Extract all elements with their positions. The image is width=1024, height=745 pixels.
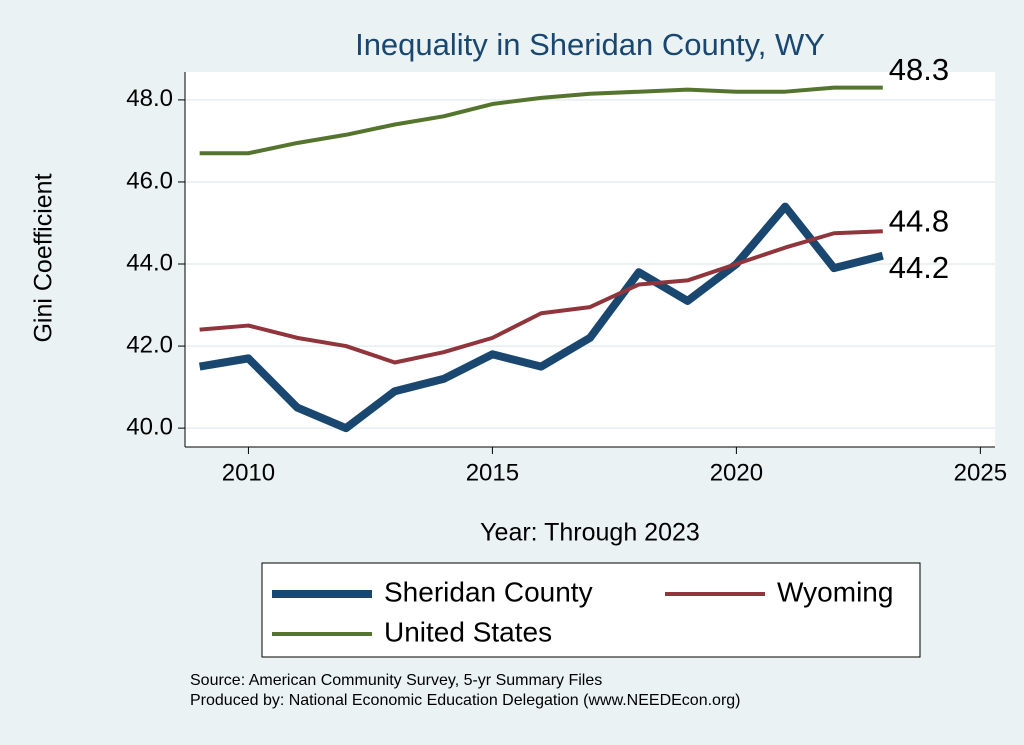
x-tick-label: 2015 bbox=[466, 459, 519, 486]
x-tick-label: 2025 bbox=[954, 459, 1007, 486]
series-line bbox=[198, 202, 884, 433]
series-line bbox=[199, 85, 883, 156]
series-line bbox=[199, 229, 883, 365]
y-axis-label: Gini Coefficient bbox=[30, 173, 58, 342]
y-tick-label: 44.0 bbox=[126, 249, 173, 276]
legend-label: Wyoming bbox=[777, 576, 893, 607]
y-tick-label: 46.0 bbox=[126, 167, 173, 194]
x-axis-label: Year: Through 2023 bbox=[480, 519, 700, 547]
end-label: 48.3 bbox=[889, 52, 949, 87]
end-label: 44.2 bbox=[889, 250, 949, 285]
y-tick-label: 48.0 bbox=[126, 85, 173, 112]
x-tick-label: 2010 bbox=[222, 459, 275, 486]
y-tick-label: 42.0 bbox=[126, 331, 173, 358]
legend bbox=[261, 562, 921, 658]
source-note: Source: American Community Survey, 5-yr … bbox=[190, 672, 602, 689]
legend-label: Sheridan County bbox=[384, 576, 593, 607]
legend-label: United States bbox=[384, 616, 552, 647]
end-label: 44.8 bbox=[889, 203, 949, 238]
chart-title: Inequality in Sheridan County, WY bbox=[355, 27, 825, 62]
y-tick-label: 40.0 bbox=[126, 413, 173, 440]
source-note: Produced by: National Economic Education… bbox=[190, 692, 741, 709]
x-tick-label: 2020 bbox=[710, 459, 763, 486]
